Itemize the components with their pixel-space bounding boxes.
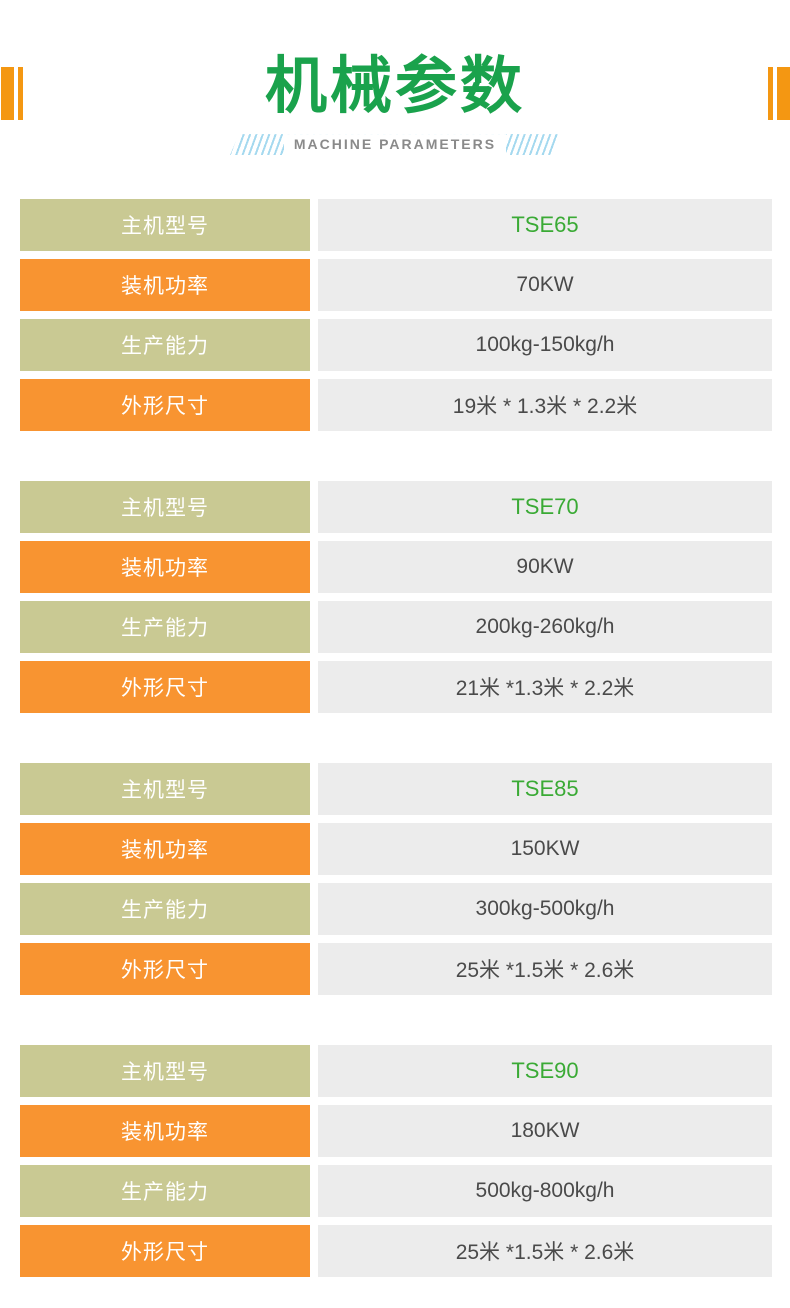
- spec-label-capacity: 生产能力: [20, 1165, 310, 1218]
- left-accent-bar-outer: [1, 67, 14, 120]
- table-row-dimensions: 外形尺寸 19米 * 1.3米 * 2.2米: [20, 379, 772, 432]
- table-row-model: 主机型号 TSE70: [20, 481, 772, 534]
- left-accent-bar-inner: [18, 67, 23, 120]
- page-title: 机械参数: [264, 52, 525, 121]
- spec-value-capacity: 300kg-500kg/h: [318, 883, 772, 936]
- right-accent-bar-inner: [768, 67, 773, 120]
- spec-label-power: 装机功率: [20, 259, 310, 312]
- table-row-capacity: 生产能力 300kg-500kg/h: [20, 883, 772, 936]
- spec-label-capacity: 生产能力: [20, 601, 310, 654]
- spec-label-power: 装机功率: [20, 541, 310, 594]
- table-row-power: 装机功率 180KW: [20, 1105, 772, 1158]
- table-row-model: 主机型号 TSE85: [20, 763, 772, 816]
- spec-value-power: 90KW: [318, 541, 772, 594]
- spec-table-tse70: 主机型号 TSE70 装机功率 90KW 生产能力 200kg-260kg/h …: [20, 481, 772, 714]
- spec-label-model: 主机型号: [20, 1045, 310, 1098]
- spec-label-dimensions: 外形尺寸: [20, 661, 310, 714]
- spec-label-model: 主机型号: [20, 763, 310, 816]
- table-row-model: 主机型号 TSE65: [20, 199, 772, 252]
- spec-label-model: 主机型号: [20, 199, 310, 252]
- table-row-dimensions: 外形尺寸 21米 *1.3米 * 2.2米: [20, 661, 772, 714]
- table-row-model: 主机型号 TSE90: [20, 1045, 772, 1098]
- spec-value-model: TSE70: [318, 481, 772, 534]
- spec-label-model: 主机型号: [20, 481, 310, 534]
- right-accent-bar-outer: [777, 67, 790, 120]
- table-row-dimensions: 外形尺寸 25米 *1.5米 * 2.6米: [20, 1225, 772, 1278]
- table-row-capacity: 生产能力 200kg-260kg/h: [20, 601, 772, 654]
- spec-value-dimensions: 19米 * 1.3米 * 2.2米: [318, 379, 772, 432]
- spec-label-capacity: 生产能力: [20, 319, 310, 372]
- spec-label-dimensions: 外形尺寸: [20, 1225, 310, 1278]
- spec-value-model: TSE90: [318, 1045, 772, 1098]
- subtitle-stripe-band: MACHINE PARAMETERS: [230, 134, 560, 155]
- spec-value-power: 70KW: [318, 259, 772, 312]
- spec-table-tse65: 主机型号 TSE65 装机功率 70KW 生产能力 100kg-150kg/h …: [20, 199, 772, 432]
- page-subtitle: MACHINE PARAMETERS: [284, 134, 506, 155]
- spec-label-power: 装机功率: [20, 1105, 310, 1158]
- spec-value-dimensions: 21米 *1.3米 * 2.2米: [318, 661, 772, 714]
- spec-value-model: TSE85: [318, 763, 772, 816]
- spec-value-dimensions: 25米 *1.5米 * 2.6米: [318, 1225, 772, 1278]
- spec-tables: 主机型号 TSE65 装机功率 70KW 生产能力 100kg-150kg/h …: [0, 199, 790, 1278]
- spec-value-capacity: 100kg-150kg/h: [318, 319, 772, 372]
- spec-value-power: 150KW: [318, 823, 772, 876]
- spec-value-dimensions: 25米 *1.5米 * 2.6米: [318, 943, 772, 996]
- spec-value-power: 180KW: [318, 1105, 772, 1158]
- table-row-capacity: 生产能力 500kg-800kg/h: [20, 1165, 772, 1218]
- spec-value-capacity: 200kg-260kg/h: [318, 601, 772, 654]
- spec-label-capacity: 生产能力: [20, 883, 310, 936]
- spec-value-capacity: 500kg-800kg/h: [318, 1165, 772, 1218]
- table-row-power: 装机功率 90KW: [20, 541, 772, 594]
- table-row-capacity: 生产能力 100kg-150kg/h: [20, 319, 772, 372]
- table-row-dimensions: 外形尺寸 25米 *1.5米 * 2.6米: [20, 943, 772, 996]
- table-row-power: 装机功率 70KW: [20, 259, 772, 312]
- spec-value-model: TSE65: [318, 199, 772, 252]
- spec-label-power: 装机功率: [20, 823, 310, 876]
- spec-label-dimensions: 外形尺寸: [20, 379, 310, 432]
- spec-label-dimensions: 外形尺寸: [20, 943, 310, 996]
- header: 机械参数 MACHINE PARAMETERS: [0, 0, 790, 155]
- spec-table-tse90: 主机型号 TSE90 装机功率 180KW 生产能力 500kg-800kg/h…: [20, 1045, 772, 1278]
- table-row-power: 装机功率 150KW: [20, 823, 772, 876]
- spec-table-tse85: 主机型号 TSE85 装机功率 150KW 生产能力 300kg-500kg/h…: [20, 763, 772, 996]
